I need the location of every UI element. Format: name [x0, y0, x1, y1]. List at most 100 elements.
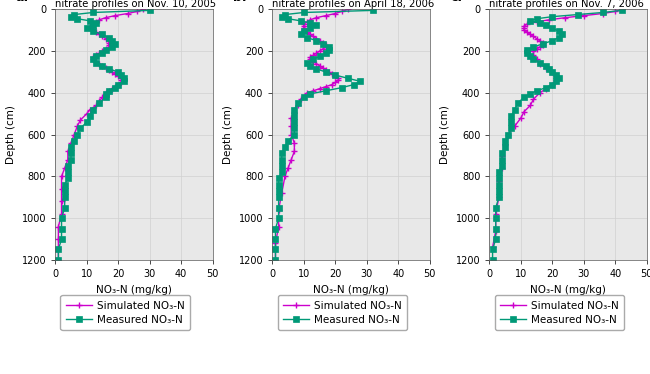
Simulated NO₃‐N: [612, 9, 619, 14]
Simulated NO₃‐N: [96, 51, 103, 55]
Simulated NO₃‐N: [523, 30, 531, 34]
Simulated NO₃‐N: [492, 212, 500, 216]
Legend: Simulated NO₃‐N, Measured NO₃‐N: Simulated NO₃‐N, Measured NO₃‐N: [60, 295, 190, 330]
X-axis label: NO₃-N (mg/kg): NO₃-N (mg/kg): [96, 285, 172, 294]
Line: Simulated NO₃‐N: Simulated NO₃‐N: [56, 7, 146, 263]
Simulated NO₃‐N: [520, 110, 528, 114]
Simulated NO₃‐N: [542, 65, 550, 70]
Legend: Simulated NO₃‐N, Measured NO₃‐N: Simulated NO₃‐N, Measured NO₃‐N: [495, 295, 624, 330]
Simulated NO₃‐N: [599, 11, 606, 16]
Simulated NO₃‐N: [552, 78, 560, 83]
Measured NO₃‐N: [67, 157, 75, 162]
Measured NO₃‐N: [146, 8, 153, 13]
Simulated NO₃‐N: [539, 40, 547, 45]
Simulated NO₃‐N: [533, 20, 541, 24]
Simulated NO₃‐N: [545, 18, 553, 22]
Measured NO₃‐N: [300, 95, 307, 99]
Simulated NO₃‐N: [549, 70, 556, 74]
Simulated NO₃‐N: [536, 61, 543, 66]
Simulated NO₃‐N: [495, 195, 503, 200]
Simulated NO₃‐N: [536, 45, 543, 49]
Simulated NO₃‐N: [492, 229, 500, 233]
Simulated NO₃‐N: [316, 86, 324, 91]
Simulated NO₃‐N: [533, 57, 541, 62]
Simulated NO₃‐N: [306, 57, 314, 62]
Simulated NO₃‐N: [536, 39, 543, 43]
Simulated NO₃‐N: [552, 74, 560, 79]
Simulated NO₃‐N: [140, 7, 148, 12]
Simulated NO₃‐N: [501, 143, 509, 147]
Line: Measured NO₃‐N: Measured NO₃‐N: [56, 7, 152, 263]
Simulated NO₃‐N: [618, 7, 625, 12]
Simulated NO₃‐N: [530, 53, 538, 58]
Y-axis label: Depth (cm): Depth (cm): [440, 105, 450, 164]
Measured NO₃‐N: [96, 101, 103, 105]
Simulated NO₃‐N: [526, 103, 534, 108]
Simulated NO₃‐N: [517, 116, 525, 120]
Simulated NO₃‐N: [533, 47, 541, 51]
Measured NO₃‐N: [618, 8, 625, 13]
Line: Simulated NO₃‐N: Simulated NO₃‐N: [490, 7, 625, 250]
Measured NO₃‐N: [86, 114, 94, 118]
Simulated NO₃‐N: [520, 26, 528, 30]
Measured NO₃‐N: [530, 45, 538, 49]
Measured NO₃‐N: [101, 95, 109, 99]
Simulated NO₃‐N: [542, 86, 550, 91]
Simulated NO₃‐N: [580, 13, 588, 18]
Simulated NO₃‐N: [498, 166, 506, 170]
Measured NO₃‐N: [508, 114, 515, 118]
Line: Measured NO₃‐N: Measured NO₃‐N: [273, 7, 376, 263]
Simulated NO₃‐N: [549, 82, 556, 87]
Measured NO₃‐N: [495, 195, 503, 200]
Simulated NO₃‐N: [536, 91, 543, 95]
Text: a.: a.: [16, 0, 29, 4]
Simulated NO₃‐N: [520, 24, 528, 28]
Line: Measured NO₃‐N: Measured NO₃‐N: [490, 7, 625, 263]
Simulated NO₃‐N: [344, 7, 352, 12]
Simulated NO₃‐N: [526, 32, 534, 37]
Simulated NO₃‐N: [272, 258, 280, 262]
X-axis label: NO₃-N (mg/kg): NO₃-N (mg/kg): [530, 285, 606, 294]
Simulated NO₃‐N: [114, 82, 122, 87]
Measured NO₃‐N: [272, 258, 280, 262]
Simulated NO₃‐N: [96, 32, 103, 37]
Measured NO₃‐N: [55, 258, 62, 262]
Simulated NO₃‐N: [530, 34, 538, 39]
Simulated NO₃‐N: [523, 22, 531, 26]
Simulated NO₃‐N: [520, 28, 528, 33]
Measured NO₃‐N: [294, 101, 302, 105]
Y-axis label: Depth (cm): Depth (cm): [6, 105, 16, 164]
Simulated NO₃‐N: [530, 97, 538, 101]
Simulated NO₃‐N: [530, 49, 538, 53]
X-axis label: NO₃-N (mg/kg): NO₃-N (mg/kg): [313, 285, 389, 294]
Measured NO₃‐N: [275, 195, 283, 200]
Text: Site N7 simulated and measured soil
nitrate profiles on Nov. 10, 2005: Site N7 simulated and measured soil nitr…: [55, 0, 239, 9]
Text: Site N7 simulated and measured soil
nitrate profiles on Nov. 7, 2006: Site N7 simulated and measured soil nitr…: [489, 0, 650, 9]
Measured NO₃‐N: [489, 258, 497, 262]
Simulated NO₃‐N: [309, 89, 317, 93]
Simulated NO₃‐N: [55, 258, 62, 262]
Measured NO₃‐N: [498, 157, 506, 162]
Simulated NO₃‐N: [114, 74, 122, 79]
Simulated NO₃‐N: [511, 124, 519, 129]
Text: Site N7 simulated and measured soil
nitrate profiles on April 18, 2006: Site N7 simulated and measured soil nitr…: [272, 0, 456, 9]
Measured NO₃‐N: [325, 45, 333, 49]
Simulated NO₃‐N: [489, 245, 497, 250]
Measured NO₃‐N: [278, 157, 286, 162]
Simulated NO₃‐N: [61, 166, 69, 170]
Simulated NO₃‐N: [504, 132, 512, 137]
Measured NO₃‐N: [514, 101, 522, 105]
Simulated NO₃‐N: [561, 15, 569, 20]
Simulated NO₃‐N: [322, 13, 330, 18]
Legend: Simulated NO₃‐N, Measured NO₃‐N: Simulated NO₃‐N, Measured NO₃‐N: [278, 295, 407, 330]
Measured NO₃‐N: [369, 8, 377, 13]
Simulated NO₃‐N: [101, 36, 109, 41]
Measured NO₃‐N: [291, 114, 298, 118]
Simulated NO₃‐N: [332, 11, 339, 16]
Text: b.: b.: [233, 0, 246, 4]
Text: c.: c.: [450, 0, 462, 4]
Simulated NO₃‐N: [533, 36, 541, 41]
Measured NO₃‐N: [61, 195, 69, 200]
Simulated NO₃‐N: [495, 178, 503, 183]
Measured NO₃‐N: [520, 95, 528, 99]
